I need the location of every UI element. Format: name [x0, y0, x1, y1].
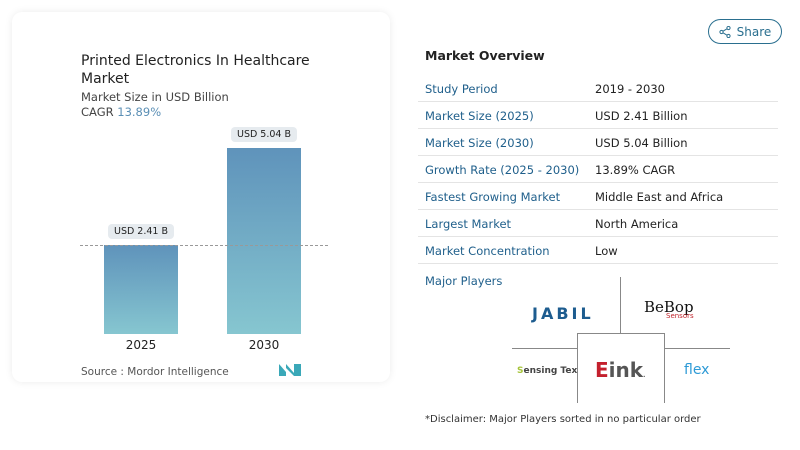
- row-label: Study Period: [425, 82, 498, 96]
- logo-eink: Eink.: [595, 358, 646, 382]
- row-value: USD 2.41 Billion: [595, 109, 688, 123]
- logo-bebop: BeBop Sensors: [644, 298, 694, 320]
- overview-row: Market Size (2030) USD 5.04 Billion: [418, 129, 778, 156]
- row-label: Market Concentration: [425, 244, 550, 258]
- x-tick-label: 2025: [125, 338, 157, 352]
- overview-row: Study Period 2019 - 2030: [418, 75, 778, 102]
- share-icon: [719, 25, 731, 38]
- row-value: 13.89% CAGR: [595, 163, 676, 177]
- logo-jabil: JABIL: [532, 304, 594, 323]
- disclaimer: *Disclaimer: Major Players sorted in no …: [425, 414, 701, 425]
- reference-line: [80, 245, 328, 247]
- overview-title: Market Overview: [425, 48, 545, 63]
- mordor-logo-icon: [279, 364, 301, 376]
- chart-title: Printed Electronics In Healthcare Market: [81, 53, 310, 87]
- bar-2030: [227, 148, 301, 334]
- overview-row: Fastest Growing Market Middle East and Af…: [418, 183, 778, 210]
- row-label: Growth Rate (2025 - 2030): [425, 163, 580, 177]
- row-value: North America: [595, 217, 679, 231]
- data-label: USD 5.04 B: [230, 127, 298, 142]
- row-label: Market Size (2030): [425, 136, 534, 150]
- share-label: Share: [736, 24, 772, 39]
- overview-row: Growth Rate (2025 - 2030) 13.89% CAGR: [418, 156, 778, 183]
- row-label: Largest Market: [425, 217, 512, 231]
- cagr-value: 13.89%: [117, 105, 162, 119]
- row-value: USD 5.04 Billion: [595, 136, 688, 150]
- bar-2025: [104, 245, 178, 334]
- logo-box: [577, 333, 665, 403]
- row-value: Middle East and Africa: [595, 190, 724, 204]
- x-tick-label: 2030: [248, 338, 280, 352]
- cagr-label: CAGR: [81, 105, 114, 119]
- major-players-title: Major Players: [425, 274, 503, 288]
- data-label: USD 2.41 B: [107, 224, 175, 240]
- divider: [664, 348, 730, 349]
- chart-card: [12, 12, 390, 382]
- overview-row: Market Concentration Low: [418, 237, 778, 264]
- overview-row: Largest Market North America: [418, 210, 778, 237]
- row-label: Fastest Growing Market: [425, 190, 561, 204]
- chart-subtitle: Market Size in USD Billion: [81, 90, 229, 104]
- share-button[interactable]: Share: [708, 19, 782, 44]
- overview-row: Market Size (2025) USD 2.41 Billion: [418, 102, 778, 129]
- logo-sensing-tex: Sensing Tex: [517, 366, 578, 376]
- source: Source : Mordor Intelligence: [81, 366, 229, 378]
- logo-flex: flex: [684, 362, 710, 378]
- divider: [512, 348, 577, 349]
- row-label: Market Size (2025): [425, 109, 534, 123]
- row-value: 2019 - 2030: [595, 82, 665, 96]
- divider: [620, 277, 621, 333]
- cagr: CAGR 13.89%: [81, 105, 161, 119]
- row-value: Low: [595, 244, 618, 258]
